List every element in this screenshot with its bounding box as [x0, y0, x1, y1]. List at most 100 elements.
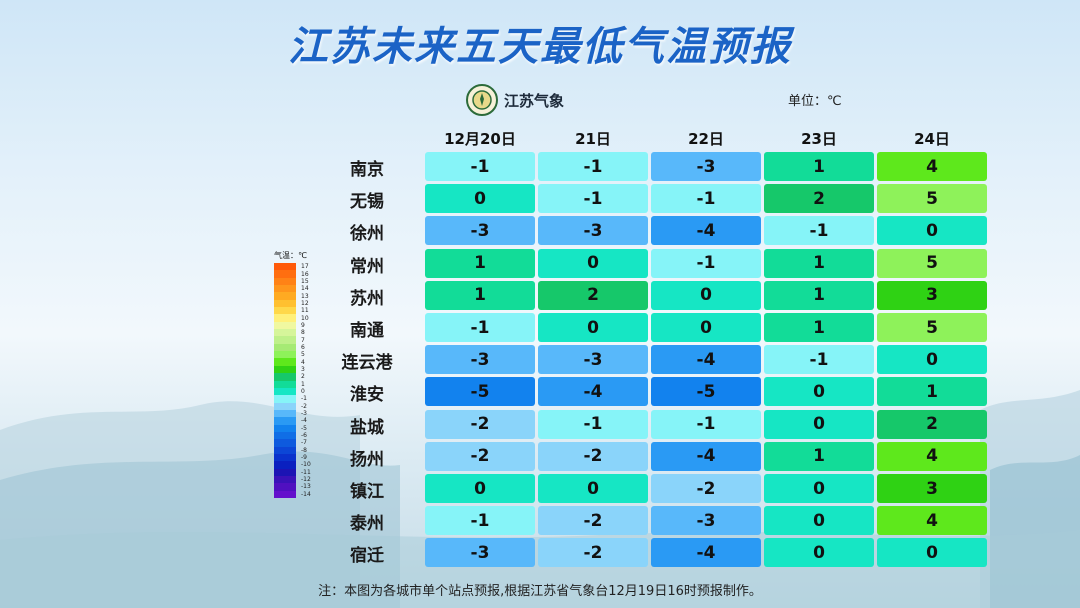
legend-swatch — [274, 277, 296, 286]
date-header: 24日 — [914, 130, 950, 148]
city-name: 徐州 — [350, 224, 384, 245]
legend-label: -6 — [301, 432, 307, 440]
temperature-cell: 4 — [877, 152, 987, 181]
city-name: 常州 — [350, 256, 384, 277]
temperature-cell: -3 — [538, 216, 648, 246]
legend-label: -5 — [301, 424, 307, 432]
legend-row: 15 — [274, 277, 311, 286]
temperature-cell: 4 — [877, 506, 987, 536]
legend-label: 3 — [301, 365, 305, 373]
temperature-cell: -2 — [425, 441, 535, 471]
legend-swatch — [274, 395, 296, 403]
legend-swatch — [274, 292, 296, 300]
city-name: 泰州 — [350, 514, 384, 535]
legend-swatch — [274, 314, 296, 322]
temperature-cell: -1 — [764, 216, 874, 246]
legend-swatch — [274, 380, 296, 388]
legend-swatch — [274, 483, 296, 491]
temperature-cell: 1 — [764, 441, 874, 471]
temperature-cell: -1 — [651, 184, 761, 214]
temperature-cell: -4 — [538, 377, 648, 407]
legend-swatch — [274, 351, 296, 359]
legend-label: 17 — [301, 263, 309, 271]
city-name: 镇江 — [350, 482, 384, 502]
temperature-cell: -2 — [538, 538, 648, 568]
legend-row: -5 — [274, 424, 311, 432]
legend-label: -14 — [301, 490, 311, 498]
legend-label: -4 — [301, 417, 307, 425]
legend-row: -2 — [274, 402, 311, 410]
temperature-cell: 2 — [877, 409, 987, 439]
temperature-cell: 0 — [425, 184, 535, 214]
legend-label: 0 — [301, 388, 305, 396]
legend-swatch — [274, 270, 296, 278]
temperature-cell: -1 — [651, 409, 761, 439]
city-name: 扬州 — [350, 449, 384, 470]
legend-row: 3 — [274, 365, 311, 374]
date-header: 22日 — [688, 130, 724, 148]
legend-swatch — [274, 468, 296, 476]
temperature-cell: 0 — [651, 313, 761, 342]
temperature-cell: -5 — [651, 377, 761, 407]
legend-label: 9 — [301, 321, 305, 329]
temperature-cell: -1 — [538, 409, 648, 439]
legend-label: 15 — [301, 277, 309, 285]
city-name: 南通 — [350, 321, 384, 341]
temperature-cell: 4 — [877, 441, 987, 471]
legend-swatch — [274, 365, 296, 374]
legend-row: 14 — [274, 285, 311, 293]
temperature-cell: -5 — [425, 377, 535, 407]
legend-row: 8 — [274, 329, 311, 337]
temperature-cell: 1 — [425, 248, 535, 278]
legend-row: 9 — [274, 321, 311, 330]
temperature-cell: 0 — [538, 248, 648, 278]
legend-row: 2 — [274, 373, 311, 381]
legend-row: 13 — [274, 292, 311, 300]
legend-label: -2 — [301, 402, 307, 410]
legend-row: -4 — [274, 417, 311, 425]
legend-row: 11 — [274, 307, 311, 315]
legend-row: 5 — [274, 351, 311, 359]
legend-swatch — [274, 453, 296, 462]
temperature-cell: 0 — [877, 538, 987, 568]
legend-swatch — [274, 307, 296, 315]
legend-swatch — [274, 402, 296, 410]
temperature-cell: 5 — [877, 248, 987, 278]
temperature-cell: 1 — [877, 377, 987, 407]
legend-row: 4 — [274, 358, 311, 366]
legend-label: 14 — [301, 285, 309, 293]
temperature-cell: -3 — [651, 506, 761, 536]
page-title: 江苏未来五天最低气温预报 — [288, 24, 792, 70]
legend-row: 0 — [274, 387, 311, 396]
city-name: 南京 — [350, 160, 384, 180]
temperature-cell: 1 — [764, 248, 874, 278]
temperature-cell: 0 — [764, 377, 874, 407]
temperature-cell: 1 — [764, 313, 874, 342]
legend-label: -9 — [301, 454, 307, 462]
legend-swatch — [274, 431, 296, 440]
city-name: 苏州 — [350, 288, 384, 309]
logo: 江苏气象 — [466, 84, 564, 116]
legend-label: 11 — [301, 307, 309, 315]
temperature-cell: 1 — [764, 280, 874, 310]
legend-row: -9 — [274, 453, 311, 462]
legend-swatch — [274, 387, 296, 396]
temperature-cell: 0 — [764, 538, 874, 568]
legend-row: 1 — [274, 380, 311, 388]
temperature-cell: -3 — [425, 216, 535, 246]
temperature-cell: -4 — [651, 441, 761, 471]
legend-row: -12 — [274, 475, 311, 484]
legend-row: -13 — [274, 483, 311, 491]
temperature-cell: -4 — [651, 216, 761, 246]
date-header: 12月20日 — [444, 130, 516, 148]
legend-label: 5 — [301, 351, 305, 359]
temperature-cell: -2 — [538, 441, 648, 471]
temperature-cell: -1 — [651, 248, 761, 278]
city-name: 盐城 — [350, 417, 384, 438]
legend-row: 16 — [274, 270, 311, 278]
legend-label: 7 — [301, 336, 305, 344]
legend-label: 4 — [301, 358, 305, 366]
temperature-cell: 1 — [425, 280, 535, 310]
legend-swatch — [274, 424, 296, 432]
